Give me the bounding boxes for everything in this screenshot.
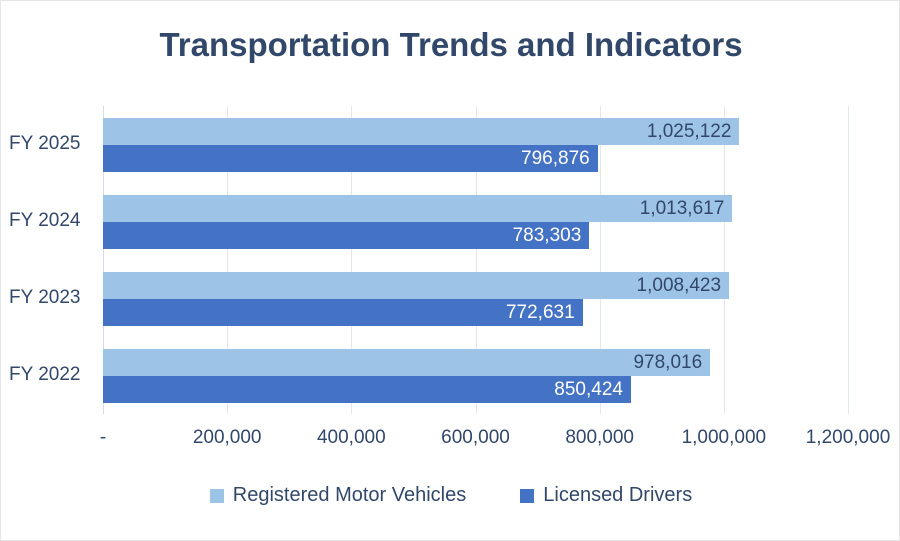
bar-registered-motor-vehicles[interactable]: 1,008,423 bbox=[103, 271, 730, 299]
value-axis: - 200,000 400,000 600,000 800,000 1,000,000 1,… bbox=[1, 425, 900, 455]
legend-label: Licensed Drivers bbox=[543, 484, 693, 506]
value-axis-tick-label: - bbox=[99, 427, 107, 448]
value-axis-tick-label: 600,000 bbox=[441, 427, 510, 448]
chart-legend: Registered Motor Vehicles Licensed Driver… bbox=[1, 484, 900, 507]
bar-row: 1,025,122 bbox=[103, 117, 848, 145]
bar-value-label: 783,303 bbox=[512, 224, 582, 246]
legend-item[interactable]: Registered Motor Vehicles bbox=[209, 484, 467, 507]
category-axis: FY 2025 FY 2024 FY 2023 FY 2022 bbox=[9, 106, 101, 414]
legend-swatch-icon bbox=[520, 488, 535, 503]
bar-group: 1,013,617 783,303 bbox=[103, 194, 848, 249]
gridline bbox=[351, 106, 353, 414]
bar-registered-motor-vehicles[interactable]: 978,016 bbox=[103, 348, 711, 376]
bar-row: 1,013,617 bbox=[103, 194, 848, 222]
bar-registered-motor-vehicles[interactable]: 1,013,617 bbox=[103, 194, 733, 222]
bar-registered-motor-vehicles[interactable]: 1,025,122 bbox=[103, 117, 740, 145]
chart-title: Transportation Trends and Indicators bbox=[159, 26, 743, 63]
value-axis-line bbox=[103, 106, 104, 414]
bar-group: 1,025,122 796,876 bbox=[103, 117, 848, 172]
bar-licensed-drivers[interactable]: 772,631 bbox=[103, 298, 583, 326]
gridline bbox=[475, 106, 477, 414]
bar-row: 772,631 bbox=[103, 298, 848, 326]
value-axis-tick-label: 1,000,000 bbox=[681, 427, 767, 448]
gridline bbox=[599, 106, 601, 414]
bar-row: 796,876 bbox=[103, 144, 848, 172]
bar-value-label: 796,876 bbox=[521, 147, 590, 169]
bar-row: 850,424 bbox=[103, 375, 848, 403]
bar-licensed-drivers[interactable]: 796,876 bbox=[103, 144, 598, 172]
bar-row: 783,303 bbox=[103, 221, 848, 249]
plot-area: 1,025,122 796,876 1,013,617 783,303 1,008,42… bbox=[103, 106, 849, 414]
gridline bbox=[723, 106, 725, 414]
bar-row: 1,008,423 bbox=[103, 271, 848, 299]
category-label: FY 2022 bbox=[9, 363, 81, 385]
bar-licensed-drivers[interactable]: 783,303 bbox=[103, 221, 590, 249]
value-axis-tick-label: 1,200,000 bbox=[805, 427, 891, 448]
legend-item[interactable]: Licensed Drivers bbox=[520, 484, 692, 507]
bar-licensed-drivers[interactable]: 850,424 bbox=[103, 375, 631, 403]
legend-swatch-icon bbox=[209, 488, 224, 503]
value-axis-tick-label: 200,000 bbox=[192, 427, 262, 448]
legend-label: Registered Motor Vehicles bbox=[232, 484, 467, 506]
bar-value-label: 772,631 bbox=[505, 301, 575, 323]
bar-value-label: 1,008,423 bbox=[636, 274, 722, 296]
category-label: FY 2025 bbox=[9, 132, 81, 154]
bar-value-label: 850,424 bbox=[554, 378, 623, 400]
gridline bbox=[848, 106, 849, 414]
bar-value-label: 978,016 bbox=[633, 351, 703, 373]
bar-group: 1,008,423 772,631 bbox=[103, 271, 848, 326]
bar-group: 978,016 850,424 bbox=[103, 348, 848, 403]
category-label: FY 2024 bbox=[9, 209, 81, 231]
value-axis-tick-label: 800,000 bbox=[565, 427, 634, 448]
value-axis-tick-label: 400,000 bbox=[316, 427, 386, 448]
bar-value-label: 1,013,617 bbox=[639, 197, 725, 219]
bar-value-label: 1,025,122 bbox=[646, 120, 732, 142]
gridline bbox=[227, 106, 229, 414]
category-label: FY 2023 bbox=[9, 286, 81, 308]
bar-row: 978,016 bbox=[103, 348, 848, 376]
